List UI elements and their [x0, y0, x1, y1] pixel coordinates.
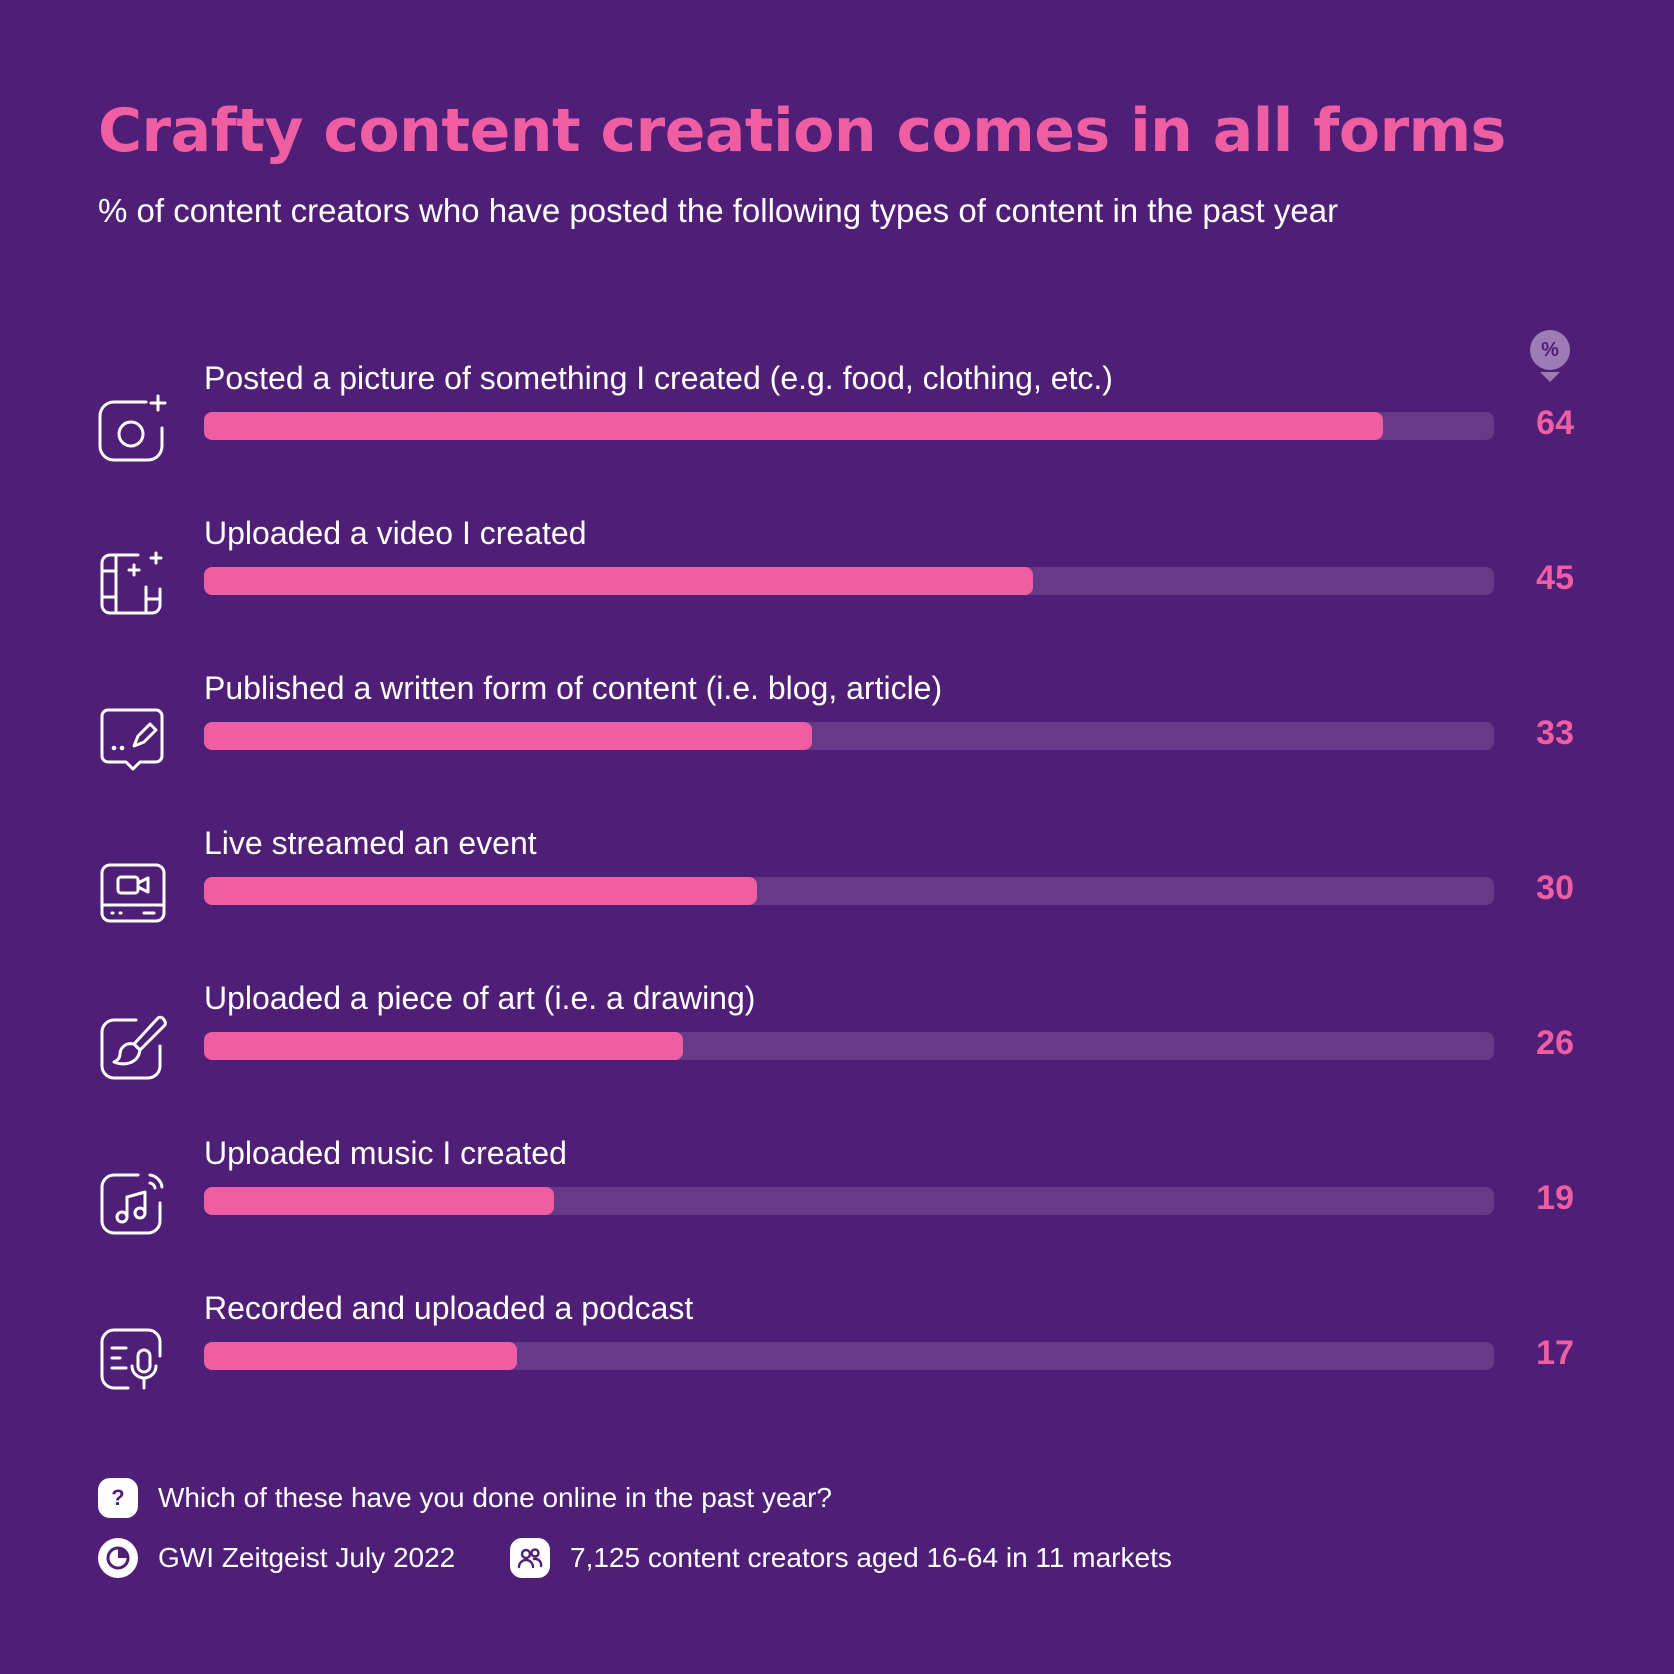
- bar-value-label: 30: [1536, 869, 1574, 907]
- bar-row: Recorded and uploaded a podcast 17: [0, 1282, 1674, 1412]
- bar-label: Uploaded a video I created: [204, 515, 587, 551]
- bar-row: Uploaded a piece of art (i.e. a drawing)…: [0, 972, 1674, 1102]
- livestream-camera-icon: [98, 857, 168, 927]
- bar-value-label: 45: [1536, 559, 1574, 597]
- footer-question: ? Which of these have you done online in…: [98, 1478, 832, 1518]
- chart-title: Crafty content creation comes in all for…: [98, 96, 1506, 166]
- music-note-icon: [98, 1167, 168, 1237]
- footer-sample: 7,125 content creators aged 16-64 in 11 …: [510, 1538, 1172, 1578]
- bar-value-label: 17: [1536, 1334, 1574, 1372]
- bar: [204, 412, 1383, 440]
- bar-track: [204, 1032, 1494, 1060]
- bar-value-label: 19: [1536, 1179, 1574, 1217]
- bar-label: Recorded and uploaded a podcast: [204, 1290, 694, 1326]
- bar-value-label: 26: [1536, 1024, 1574, 1062]
- bar-value-label: 64: [1536, 404, 1574, 442]
- bar-label: Live streamed an event: [204, 825, 537, 861]
- question-text: Which of these have you done online in t…: [158, 1482, 832, 1513]
- footer-source: GWI Zeitgeist July 2022: [98, 1538, 455, 1578]
- video-film-icon: [98, 547, 168, 617]
- bar-row: Uploaded music I created 19: [0, 1127, 1674, 1257]
- bar: [204, 1187, 554, 1215]
- bar-label: Uploaded a piece of art (i.e. a drawing): [204, 980, 756, 1016]
- source-text: GWI Zeitgeist July 2022: [158, 1542, 456, 1573]
- bar-track: [204, 722, 1494, 750]
- bar-label: Posted a picture of something I created …: [204, 360, 1113, 396]
- speech-pencil-icon: [98, 702, 168, 772]
- chart-subtitle: % of content creators who have posted th…: [98, 192, 1339, 229]
- bar-row: Published a written form of content (i.e…: [0, 662, 1674, 792]
- percent-badge: %: [1530, 330, 1570, 384]
- bar: [204, 1342, 517, 1370]
- percent-badge-label: %: [1530, 330, 1570, 370]
- question-icon: ?: [98, 1478, 138, 1518]
- percent-badge-pointer: [1540, 372, 1560, 382]
- bar-track: [204, 567, 1494, 595]
- bar: [204, 877, 757, 905]
- bar: [204, 1032, 683, 1060]
- sample-text: 7,125 content creators aged 16-64 in 11 …: [570, 1542, 1172, 1573]
- camera-plus-icon: [98, 392, 168, 462]
- podcast-mic-icon: [98, 1322, 168, 1392]
- bar-track: [204, 412, 1494, 440]
- bar: [204, 567, 1033, 595]
- gwi-logo-icon: [98, 1538, 138, 1578]
- bar-label: Published a written form of content (i.e…: [204, 670, 943, 706]
- bar-track: [204, 1342, 1494, 1370]
- bar-row: Live streamed an event 30: [0, 817, 1674, 947]
- bar-row: Posted a picture of something I created …: [0, 352, 1674, 482]
- bar-track: [204, 1187, 1494, 1215]
- paintbrush-icon: [98, 1012, 168, 1082]
- bar-row: Uploaded a video I created 45: [0, 507, 1674, 637]
- people-icon: [510, 1538, 550, 1578]
- bar-track: [204, 877, 1494, 905]
- bar-label: Uploaded music I created: [204, 1135, 567, 1171]
- bar: [204, 722, 812, 750]
- bar-value-label: 33: [1536, 714, 1574, 752]
- question-glyph: ?: [111, 1485, 125, 1510]
